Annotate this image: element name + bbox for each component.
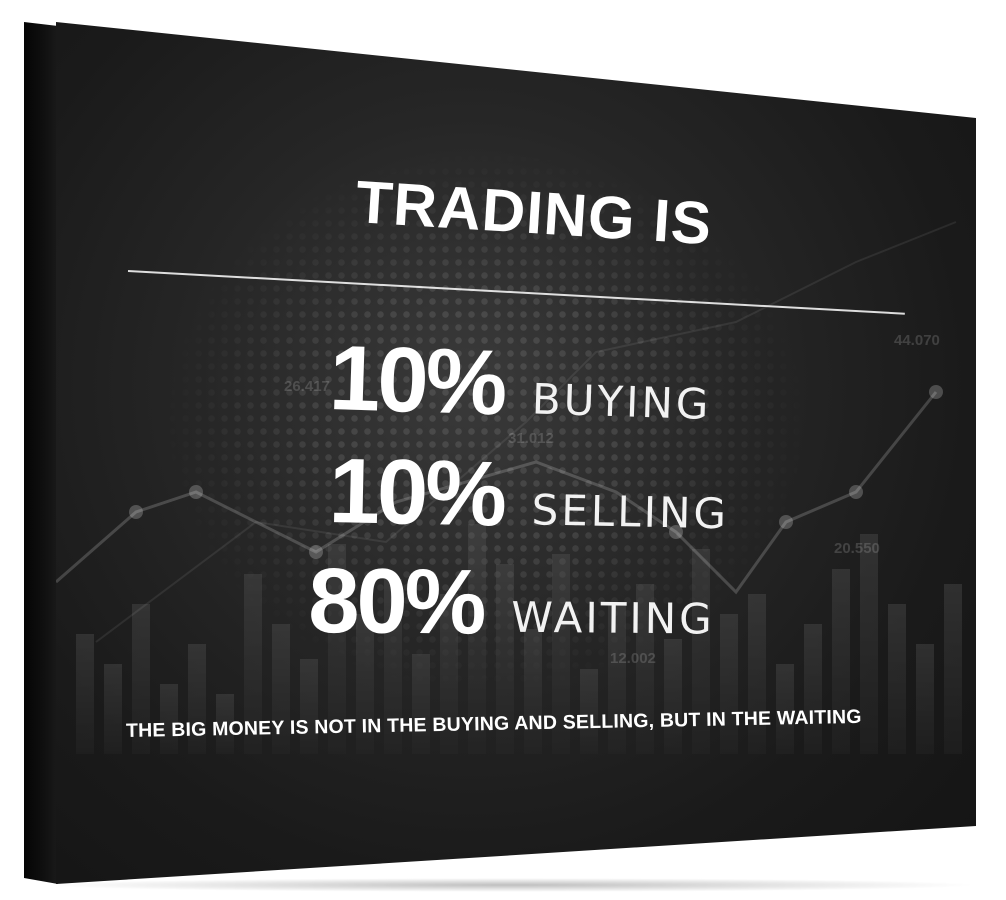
stat-label: BUYING	[531, 374, 713, 429]
bg-number: 44.070	[894, 332, 940, 349]
canvas-face: 26.417 31.012 44.070 20.550 12.002 TRADI…	[56, 22, 976, 884]
stat-row-buying: 10% BUYING	[327, 327, 713, 435]
line-chart-background	[56, 221, 957, 643]
bg-number: 26.417	[284, 378, 330, 395]
stat-percent: 10%	[327, 440, 506, 546]
stat-row-selling: 10% SELLING	[327, 440, 730, 546]
canvas-side-edge	[24, 22, 58, 884]
stat-row-waiting: 80% WAITING	[307, 550, 715, 654]
bg-number: 31.012	[508, 430, 554, 447]
stat-label: WAITING	[511, 592, 715, 644]
bg-number: 12.002	[610, 650, 656, 667]
stat-label: SELLING	[531, 485, 730, 539]
bg-number: 20.550	[834, 540, 880, 557]
stat-percent: 10%	[327, 327, 506, 435]
canvas-shadow	[40, 878, 980, 892]
candlestick-background	[56, 494, 976, 754]
dotted-globe-graphic	[166, 152, 806, 692]
stat-percent: 80%	[307, 550, 484, 654]
